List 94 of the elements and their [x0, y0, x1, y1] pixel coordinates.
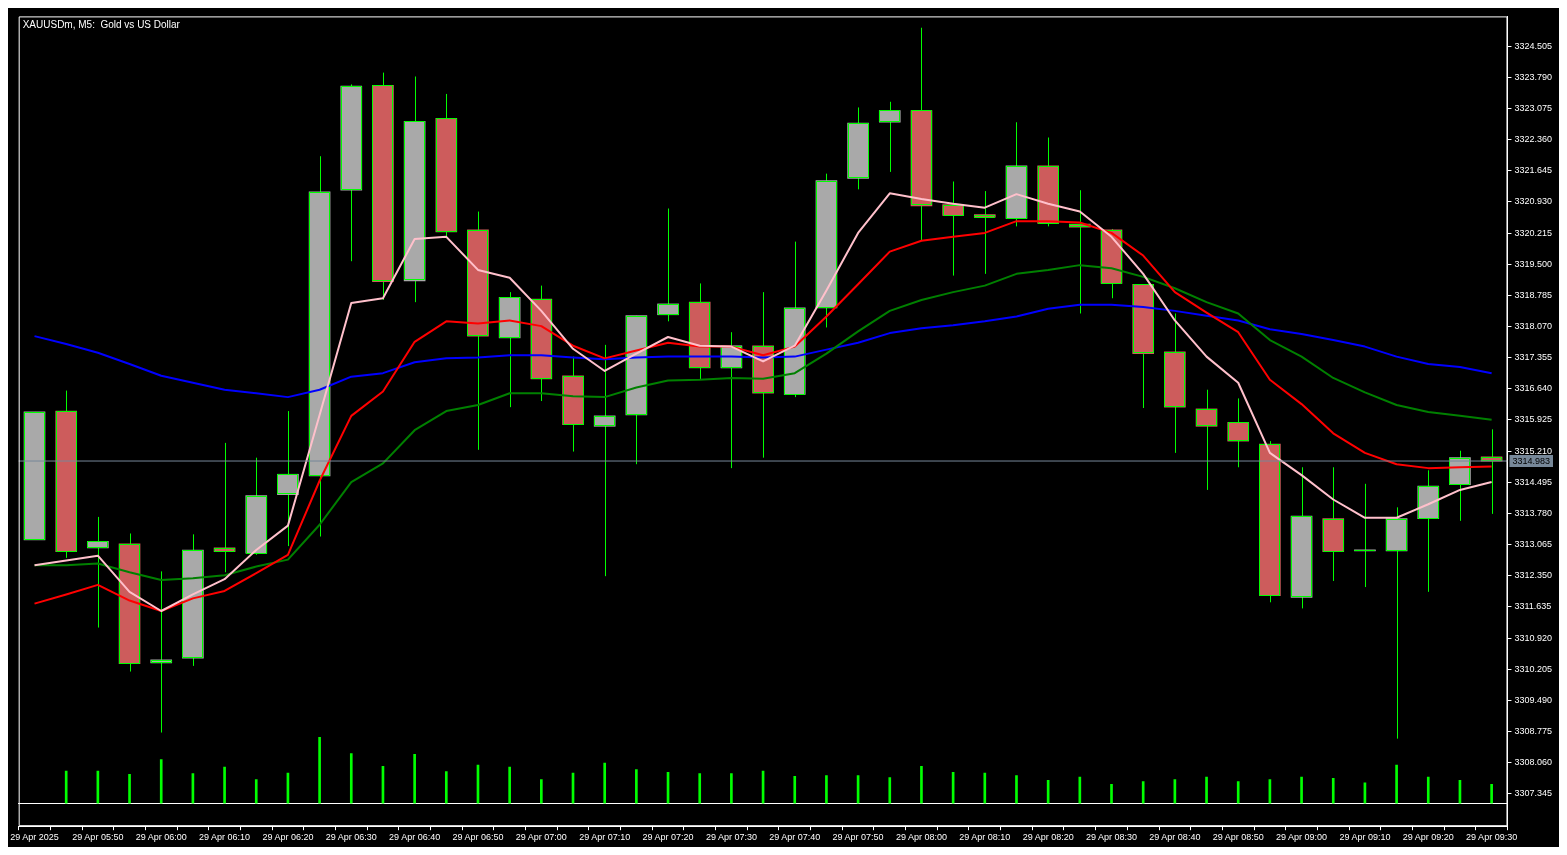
y-tick-label: 3314.495 [1514, 476, 1553, 487]
bar [1300, 776, 1303, 804]
x-tick-label: 29 Apr 07:00 [515, 832, 567, 843]
bar [254, 779, 258, 804]
y-tick-label: 3318.785 [1514, 289, 1553, 300]
candlestick [878, 101, 901, 173]
y-tick-label: 3310.205 [1514, 663, 1553, 674]
candlestick [657, 208, 679, 322]
bar [223, 766, 226, 804]
y-tick-label: 3315.925 [1514, 414, 1553, 425]
y-tick-label: 3317.355 [1514, 352, 1553, 363]
bar [1426, 776, 1430, 804]
y-tick-label: 3319.500 [1514, 258, 1553, 269]
x-tick-label: 29 Apr 05:50 [72, 832, 124, 843]
bar [1110, 784, 1113, 804]
x-tick-label: 29 Apr 08:20 [1022, 832, 1074, 843]
candlestick [1069, 189, 1091, 314]
candlestick [213, 442, 236, 573]
bar [698, 773, 702, 804]
y-tick-label: 3324.505 [1514, 40, 1553, 51]
y-tick-label: 3322.360 [1514, 134, 1553, 145]
candlestick [942, 181, 964, 277]
bar [1236, 781, 1240, 804]
ref-line-label: 3314.983 [1512, 455, 1551, 466]
bar [1490, 784, 1493, 804]
bar [793, 776, 797, 804]
y-tick-label: 3311.635 [1514, 601, 1552, 612]
bar [730, 773, 733, 804]
x-tick-label: 29 Apr 08:40 [1149, 832, 1201, 843]
bar [508, 766, 511, 804]
x-tick-label: 29 Apr 06:20 [262, 832, 314, 843]
x-tick-label: 29 Apr 06:30 [325, 832, 377, 843]
bar [64, 770, 68, 804]
x-tick-label: 29 Apr 06:50 [452, 832, 504, 843]
y-tick-label: 3312.350 [1514, 570, 1553, 581]
candlestick [1195, 389, 1218, 491]
y-tick-label: 3316.640 [1514, 383, 1553, 394]
x-tick-label: 29 Apr 08:30 [1085, 832, 1138, 843]
x-tick-label: 29 Apr 08:50 [1212, 832, 1264, 843]
bar [1331, 778, 1335, 804]
candlestick [1354, 483, 1376, 588]
bar [825, 775, 828, 804]
y-tick-label: 3321.645 [1514, 165, 1553, 176]
bar [159, 759, 163, 804]
bar [318, 737, 321, 804]
y-tick-label: 3309.490 [1514, 694, 1553, 705]
x-tick-label: 29 Apr 07:10 [579, 832, 631, 843]
y-tick-label: 3313.780 [1514, 507, 1553, 518]
y-tick-label: 3308.775 [1514, 725, 1553, 736]
y-tick-label: 3320.930 [1514, 196, 1553, 207]
candlestick [973, 190, 996, 275]
bar [603, 762, 607, 804]
x-tick-label: 29 Apr 08:10 [959, 832, 1011, 843]
x-tick-label: 29 Apr 06:10 [199, 832, 251, 843]
y-tick-label: 3320.215 [1514, 227, 1553, 238]
bar [1395, 764, 1398, 804]
bar [540, 779, 543, 804]
bar [983, 772, 987, 804]
bar [635, 769, 638, 804]
x-tick-label: 29 Apr 07:20 [642, 832, 694, 843]
y-tick-label: 3313.065 [1514, 539, 1553, 550]
bar [349, 753, 353, 804]
bar [888, 777, 892, 804]
bar [1141, 781, 1145, 804]
x-tick-label: 29 Apr 08:00 [895, 832, 947, 843]
bar [444, 771, 448, 804]
y-tick-label: 3307.345 [1514, 788, 1553, 799]
y-tick-label: 3308.060 [1514, 757, 1553, 768]
x-tick-label: 29 Apr 07:40 [769, 832, 821, 843]
x-tick-label: 29 Apr 09:00 [1276, 832, 1328, 843]
chart-title: XAUUSDm, M5: Gold vs US Dollar [22, 19, 181, 31]
y-tick-label: 3315.210 [1514, 445, 1553, 456]
candlestick [150, 570, 173, 734]
y-tick-label: 3323.790 [1514, 71, 1553, 82]
y-tick-label: 3310.920 [1514, 632, 1553, 643]
candlestick [87, 516, 109, 629]
x-tick-label: 29 Apr 06:40 [389, 832, 441, 843]
bar [920, 766, 923, 804]
x-tick-label: 29 Apr 09:30 [1466, 832, 1518, 843]
bar [1015, 775, 1018, 804]
bar [128, 774, 131, 804]
bar [1205, 776, 1208, 804]
x-tick-label: 29 Apr 07:30 [705, 832, 757, 843]
y-tick-label: 3318.070 [1514, 321, 1553, 332]
bar [413, 754, 416, 804]
x-tick-label: 29 Apr 07:50 [832, 832, 884, 843]
candlestick [277, 410, 299, 547]
x-tick-label: 29 Apr 2025 [10, 832, 59, 843]
candlestick [593, 344, 616, 577]
y-tick-label: 3323.075 [1514, 103, 1553, 114]
x-tick-label: 29 Apr 09:20 [1402, 832, 1454, 843]
x-tick-label: 29 Apr 09:10 [1339, 832, 1391, 843]
x-tick-label: 29 Apr 06:00 [135, 832, 187, 843]
candlestick [1227, 397, 1250, 468]
